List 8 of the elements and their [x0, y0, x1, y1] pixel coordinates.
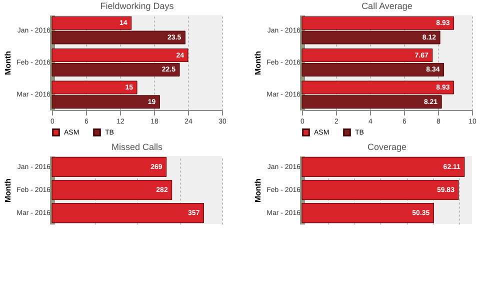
- chart-title: Coverage: [367, 142, 407, 152]
- chart-title: Call Average: [362, 1, 412, 11]
- y-axis-title: Month: [254, 50, 263, 75]
- y-axis-title: Month: [4, 178, 13, 202]
- y-axis-title: Month: [4, 50, 13, 75]
- chart-title: Missed Calls: [111, 142, 164, 152]
- y-axis-title: Month: [254, 178, 263, 202]
- chart-title: Fieldworking Days: [100, 1, 174, 11]
